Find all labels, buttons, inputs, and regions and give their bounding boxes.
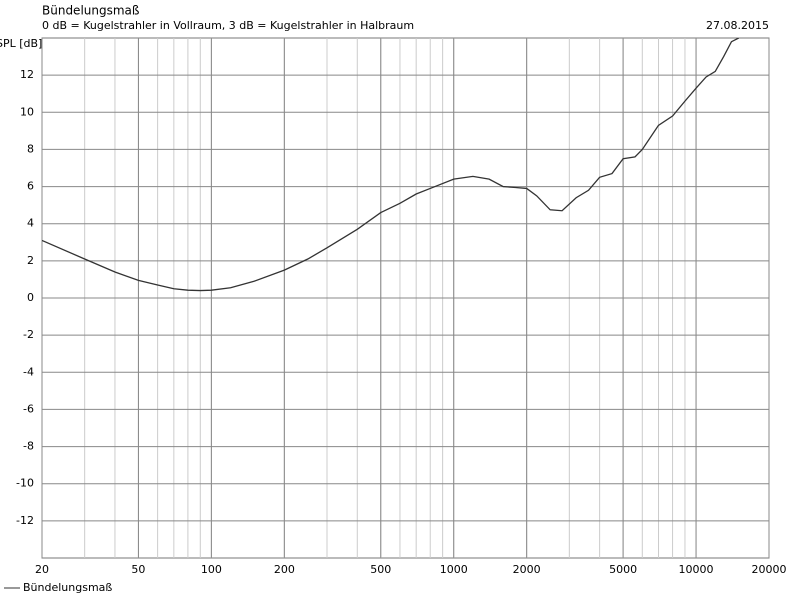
data-line bbox=[42, 38, 740, 292]
x-tick-label: 10000 bbox=[679, 563, 714, 576]
x-tick-label: 1000 bbox=[440, 563, 468, 576]
y-tick-label: 8 bbox=[27, 142, 34, 155]
y-tick-label: -6 bbox=[23, 402, 34, 415]
x-tick-label: 200 bbox=[274, 563, 295, 576]
y-tick-label: -12 bbox=[16, 514, 34, 527]
y-tick-label: 2 bbox=[27, 254, 34, 267]
x-tick-label: 100 bbox=[201, 563, 222, 576]
chart-subtitle: 0 dB = Kugelstrahler in Vollraum, 3 dB =… bbox=[42, 19, 414, 32]
legend-label: Bündelungsmaß bbox=[23, 581, 112, 594]
y-tick-label: -8 bbox=[23, 440, 34, 453]
y-tick-label: 10 bbox=[20, 105, 34, 118]
y-tick-label: 6 bbox=[27, 180, 34, 193]
x-tick-label: 20 bbox=[35, 563, 49, 576]
y-axis-label: SPL [dB] bbox=[0, 37, 42, 50]
x-tick-label: 5000 bbox=[609, 563, 637, 576]
x-tick-label: 2000 bbox=[513, 563, 541, 576]
y-tick-label: 12 bbox=[20, 68, 34, 81]
x-tick-label: 50 bbox=[131, 563, 145, 576]
x-tick-label: 20000 bbox=[752, 563, 787, 576]
chart-title: Bündelungsmaß bbox=[42, 4, 140, 18]
y-tick-label: -4 bbox=[23, 365, 34, 378]
x-tick-label: 500 bbox=[370, 563, 391, 576]
y-tick-label: 0 bbox=[27, 291, 34, 304]
y-tick-label: -10 bbox=[16, 477, 34, 490]
date: 27.08.2015 bbox=[706, 19, 769, 32]
y-tick-label: -2 bbox=[23, 328, 34, 341]
y-tick-label: 4 bbox=[27, 217, 34, 230]
